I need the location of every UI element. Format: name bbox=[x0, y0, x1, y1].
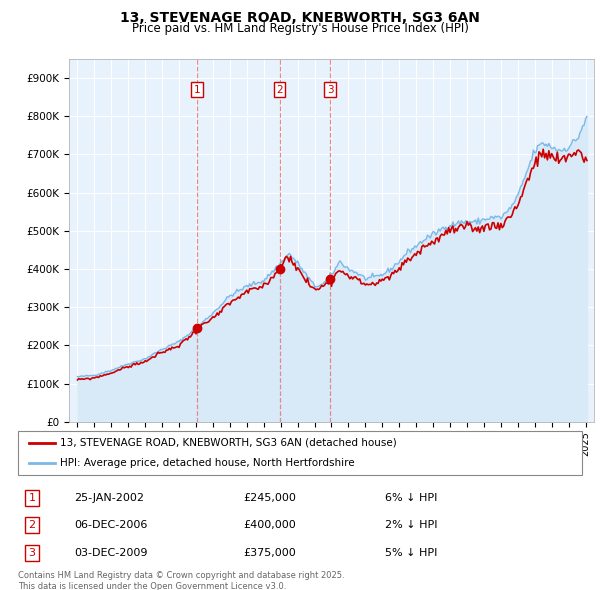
Text: 25-JAN-2002: 25-JAN-2002 bbox=[74, 493, 145, 503]
Text: £245,000: £245,000 bbox=[244, 493, 296, 503]
Text: 6% ↓ HPI: 6% ↓ HPI bbox=[385, 493, 437, 503]
Text: 3: 3 bbox=[327, 84, 334, 94]
Text: £375,000: £375,000 bbox=[244, 548, 296, 558]
Text: HPI: Average price, detached house, North Hertfordshire: HPI: Average price, detached house, Nort… bbox=[60, 458, 355, 468]
Text: 1: 1 bbox=[29, 493, 35, 503]
Text: £400,000: £400,000 bbox=[244, 520, 296, 530]
Text: 13, STEVENAGE ROAD, KNEBWORTH, SG3 6AN: 13, STEVENAGE ROAD, KNEBWORTH, SG3 6AN bbox=[120, 11, 480, 25]
Text: 06-DEC-2006: 06-DEC-2006 bbox=[74, 520, 148, 530]
Text: 2: 2 bbox=[276, 84, 283, 94]
Text: 2% ↓ HPI: 2% ↓ HPI bbox=[385, 520, 437, 530]
Text: 13, STEVENAGE ROAD, KNEBWORTH, SG3 6AN (detached house): 13, STEVENAGE ROAD, KNEBWORTH, SG3 6AN (… bbox=[60, 438, 397, 448]
Text: Price paid vs. HM Land Registry's House Price Index (HPI): Price paid vs. HM Land Registry's House … bbox=[131, 22, 469, 35]
Text: 3: 3 bbox=[29, 548, 35, 558]
Text: Contains HM Land Registry data © Crown copyright and database right 2025.
This d: Contains HM Land Registry data © Crown c… bbox=[18, 571, 344, 590]
Text: 5% ↓ HPI: 5% ↓ HPI bbox=[385, 548, 437, 558]
Text: 2: 2 bbox=[29, 520, 35, 530]
Text: 03-DEC-2009: 03-DEC-2009 bbox=[74, 548, 148, 558]
Text: 1: 1 bbox=[194, 84, 200, 94]
